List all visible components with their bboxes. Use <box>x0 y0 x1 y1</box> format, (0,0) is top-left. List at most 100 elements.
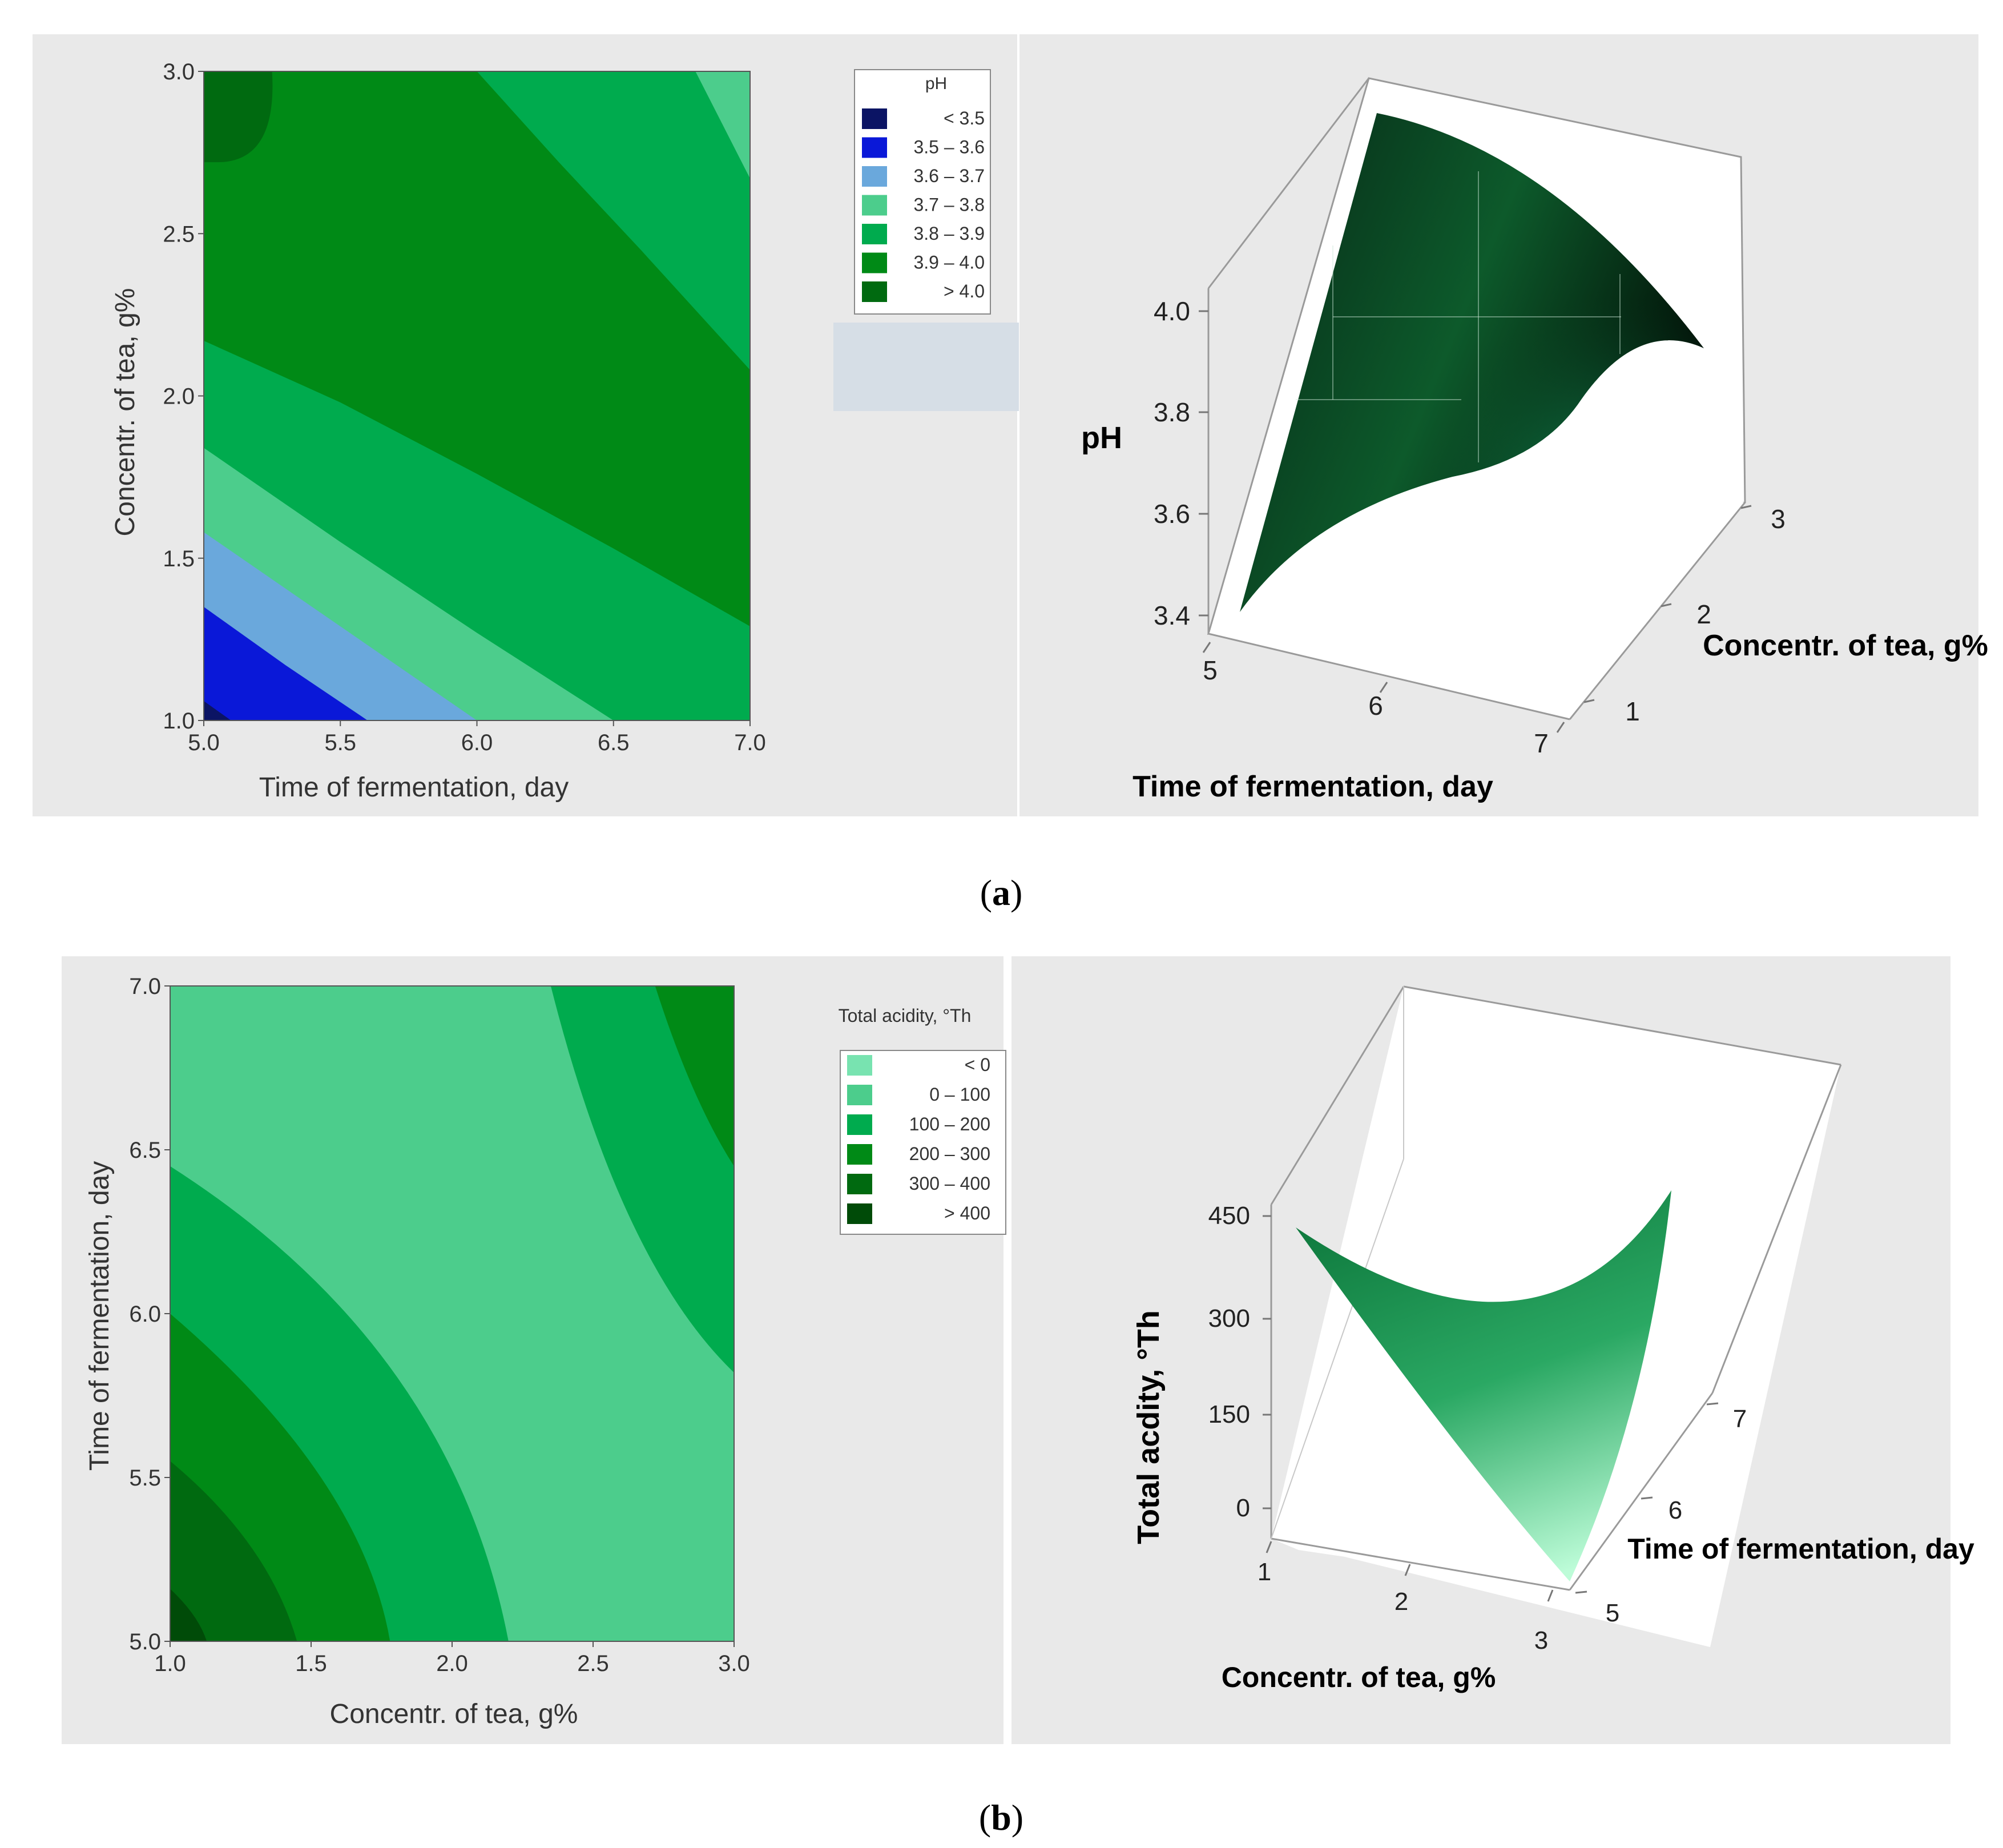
x-tick-mark-a3d <box>1202 642 1211 653</box>
legend-b-swatch <box>847 1085 872 1105</box>
z-tick-label-b3d: 150 <box>1208 1400 1250 1428</box>
x-tick-label-a: 6.0 <box>461 730 493 755</box>
y-tick-mark-b3d <box>1575 1591 1587 1594</box>
x-tick-label-a: 6.5 <box>598 730 630 755</box>
caption-b: (b) <box>979 1797 1023 1838</box>
x-tick-label-b: 3.0 <box>718 1651 750 1676</box>
legend-a-title: pH <box>925 74 947 93</box>
x-tick-label-a: 7.0 <box>734 730 766 755</box>
y-tick-label-b: 5.0 <box>129 1629 161 1654</box>
y-axis-label-b3d: Time of fermentation, day <box>1627 1533 1974 1565</box>
legend-a: pH < 3.5 3.5 – 3.6 3.6 – 3.7 3.7 – 3.8 3.8 –… <box>854 69 991 315</box>
x-tick-label-a: 5.5 <box>324 730 356 755</box>
y-tick-label-a3d: 1 <box>1625 696 1640 726</box>
legend-a-swatch <box>862 281 887 302</box>
legend-b-swatch <box>847 1144 872 1165</box>
x-tick-mark-a3d <box>1556 722 1565 733</box>
surface-b-box-floor-front <box>1271 1539 1710 1647</box>
y-tick-label-a: 1.0 <box>163 708 195 734</box>
y-tick-label-a: 3.0 <box>163 59 195 84</box>
z-tick-label-b3d: 0 <box>1236 1494 1250 1522</box>
x-tick-label-b3d: 2 <box>1395 1588 1408 1616</box>
x-tick-label-b: 1.5 <box>295 1651 327 1676</box>
y-tick-label-a3d: 2 <box>1696 599 1711 629</box>
y-axis-label-a: Concentr. of tea, g% <box>110 288 140 537</box>
x-tick-mark-b3d <box>1266 1541 1272 1553</box>
contour-region-3.5-3.6 <box>204 607 368 720</box>
y-tick-label-b: 6.5 <box>129 1138 161 1163</box>
x-axis-label-b: Concentr. of tea, g% <box>330 1699 578 1729</box>
y-tick-mark-a3d <box>1740 505 1752 509</box>
x-tick-label-b: 2.5 <box>577 1651 609 1676</box>
legend-a-label: 3.8 – 3.9 <box>913 223 985 244</box>
z-axis-label-b3d: Total acdity, °Th <box>1131 1310 1166 1544</box>
y-tick-label-a: 2.5 <box>163 222 195 247</box>
z-tick-label-b3d: 300 <box>1208 1305 1250 1332</box>
y-tick-label-b3d: 6 <box>1669 1496 1682 1524</box>
surface-b-floor-front-edge <box>1271 1537 1570 1591</box>
surface-a-highlight <box>1240 113 1704 612</box>
y-tick-mark-b3d <box>1641 1496 1653 1500</box>
y-tick-mark-a3d <box>1583 699 1595 703</box>
x-tick-label-b3d: 1 <box>1258 1558 1271 1586</box>
x-axis-label-b3d: Concentr. of tea, g% <box>1222 1661 1496 1693</box>
contour-region-3.7-3.8-upper <box>695 71 750 179</box>
y-tick-label-a3d: 3 <box>1771 504 1786 534</box>
legend-a-label: > 4.0 <box>944 281 985 301</box>
legend-a-label: 3.5 – 3.6 <box>913 137 985 158</box>
z-tick-label-a3d: 3.6 <box>1154 499 1190 529</box>
chart-a-contour: 5.0 5.5 6.0 6.5 7.0 1.0 1.5 2.0 2.5 3.0 Time of f… <box>110 59 991 803</box>
legend-a-label: 3.7 – 3.8 <box>913 195 985 215</box>
x-tick-mark-b3d <box>1547 1589 1554 1602</box>
x-tick-label-b: 1.0 <box>154 1651 186 1676</box>
chart-b-contour: 1.0 1.5 2.0 2.5 3.0 5.0 5.5 6.0 6.5 7.0 Concentr.… <box>84 974 1006 1729</box>
legend-b-label: 100 – 200 <box>909 1114 990 1134</box>
surface-a-box-floor <box>1208 468 1745 719</box>
surface-b-top-back-edge <box>1403 985 1841 1066</box>
y-tick-label-a: 1.5 <box>163 546 195 571</box>
legend-b: Total acidity, °Th < 0 0 – 100 100 – 200 20… <box>839 1005 1006 1235</box>
y-tick-label-b3d: 5 <box>1606 1599 1619 1627</box>
legend-a-swatch <box>862 252 887 273</box>
y-tick-label-a: 2.0 <box>163 384 195 409</box>
x-tick-label-a: 5.0 <box>188 730 220 755</box>
legend-a-swatch <box>862 137 887 158</box>
z-tick-label-b3d: 450 <box>1208 1202 1250 1230</box>
surface-b-right-edge <box>1711 1064 1842 1394</box>
surface-b-floor-side-edge <box>1569 1392 1714 1591</box>
y-axis-label-b: Time of fermentation, day <box>84 1161 115 1471</box>
y-tick-mark-a3d <box>1661 603 1672 607</box>
legend-a-label: < 3.5 <box>944 108 985 128</box>
x-axis-label-a: Time of fermentation, day <box>259 772 569 803</box>
x-tick-label-a3d: 6 <box>1368 691 1383 720</box>
legend-b-label: < 0 <box>965 1054 990 1075</box>
z-axis-label-a3d: pH <box>1081 421 1122 455</box>
surface-a-gridlines <box>1296 171 1621 462</box>
contour-plot-area-a <box>204 71 750 720</box>
contour-region-200-300-right <box>655 986 734 1166</box>
legend-b-label: 300 – 400 <box>909 1173 990 1194</box>
z-tick-label-a3d: 3.8 <box>1154 397 1190 427</box>
y-axis-label-a3d: Concentr. of tea, g% <box>1703 629 1988 662</box>
legend-b-title: Total acidity, °Th <box>839 1005 972 1026</box>
y-tick-mark-b3d <box>1706 1402 1719 1406</box>
surface-a-top-edge <box>1207 78 1370 289</box>
x-tick-mark-a3d <box>1379 682 1388 693</box>
legend-b-label: 200 – 300 <box>909 1144 990 1164</box>
y-tick-label-b3d: 7 <box>1733 1405 1747 1433</box>
x-tick-label-a3d: 5 <box>1203 655 1218 685</box>
chart-b-surface: 0 150 300 450 1 2 3 5 6 7 Total acdity, °Th Conce… <box>1131 985 1974 1693</box>
contour-region-gt-400 <box>170 1589 207 1641</box>
contour-region-300-400 <box>170 1461 297 1641</box>
legend-b-label: 0 – 100 <box>929 1084 990 1105</box>
contour-plot-area-b <box>170 986 734 1641</box>
x-tick-label-b3d: 3 <box>1534 1626 1548 1654</box>
chart-a-surface: 3.4 3.6 3.8 4.0 5 6 7 1 2 3 pH Time of fermentati… <box>1081 77 1988 803</box>
legend-b-swatch <box>847 1174 872 1194</box>
y-tick-label-b: 6.0 <box>129 1302 161 1327</box>
legend-a-swatch <box>862 224 887 244</box>
legend-b-swatch <box>847 1055 872 1076</box>
x-axis-label-a3d: Time of fermentation, day <box>1133 770 1493 803</box>
legend-b-swatch <box>847 1114 872 1135</box>
